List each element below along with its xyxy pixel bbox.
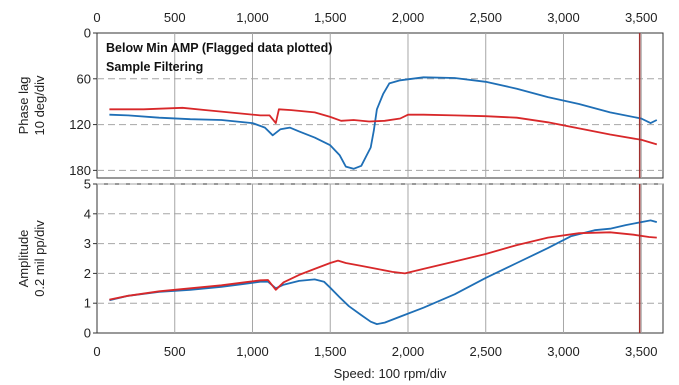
amplitude-panel: 0 1 2 3 4 5 Amplitude 0.2 mil pp/div [16, 177, 664, 341]
annotation-line-1: Below Min AMP (Flagged data plotted) [106, 41, 332, 55]
top-x-tick-label: 1,000 [236, 10, 269, 25]
y-tick-label: 120 [69, 117, 91, 132]
y-tick-label: 2 [84, 266, 91, 281]
bottom-x-tick-label: 1,000 [236, 344, 269, 359]
bottom-x-tick-label: 3,500 [625, 344, 658, 359]
y-tick-label: 0 [84, 326, 91, 341]
y-tick-label: 60 [77, 71, 91, 86]
bottom-x-tick-label: 2,500 [469, 344, 502, 359]
y-axis-label: 10 deg/div [32, 75, 47, 135]
y-tick-label: 0 [84, 26, 91, 41]
y-tick-label: 1 [84, 296, 91, 311]
bottom-x-axis: 0 500 1,000 1,500 2,000 2,500 3,000 3,500 [93, 344, 657, 359]
series-line-blue [109, 76, 658, 170]
top-x-tick-label: 3,500 [625, 10, 658, 25]
bottom-x-tick-label: 2,000 [392, 344, 425, 359]
bottom-x-tick-label: 500 [164, 344, 186, 359]
y-axis-label: Amplitude [16, 230, 31, 288]
y-tick-label: 5 [84, 177, 91, 192]
bottom-x-tick-label: 3,000 [547, 344, 580, 359]
bottom-x-tick-label: 1,500 [314, 344, 347, 359]
top-x-tick-label: 0 [93, 10, 100, 25]
y-tick-label: 3 [84, 236, 91, 251]
y-axis-label: 0.2 mil pp/div [32, 220, 47, 297]
top-x-axis: 0 500 1,000 1,500 2,000 2,500 3,000 3,500 [93, 10, 657, 25]
annotation-line-2: Sample Filtering [106, 60, 203, 74]
y-tick-label: 180 [69, 163, 91, 178]
y-axis-label: Phase lag [16, 77, 31, 135]
top-x-tick-label: 500 [164, 10, 186, 25]
bottom-x-tick-label: 0 [93, 344, 100, 359]
top-x-tick-label: 2,500 [469, 10, 502, 25]
series-line-red [109, 231, 657, 301]
top-x-tick-label: 1,500 [314, 10, 347, 25]
plot-frame [96, 32, 664, 179]
plot-frame [96, 183, 664, 334]
phase-panel: 0 60 120 180 Phase lag 10 deg/div [16, 26, 664, 179]
y-tick-label: 4 [84, 206, 91, 221]
x-axis-label: Speed: 100 rpm/div [334, 366, 447, 381]
top-x-tick-label: 2,000 [392, 10, 425, 25]
series-line-red [109, 106, 658, 146]
top-x-tick-label: 3,000 [547, 10, 580, 25]
